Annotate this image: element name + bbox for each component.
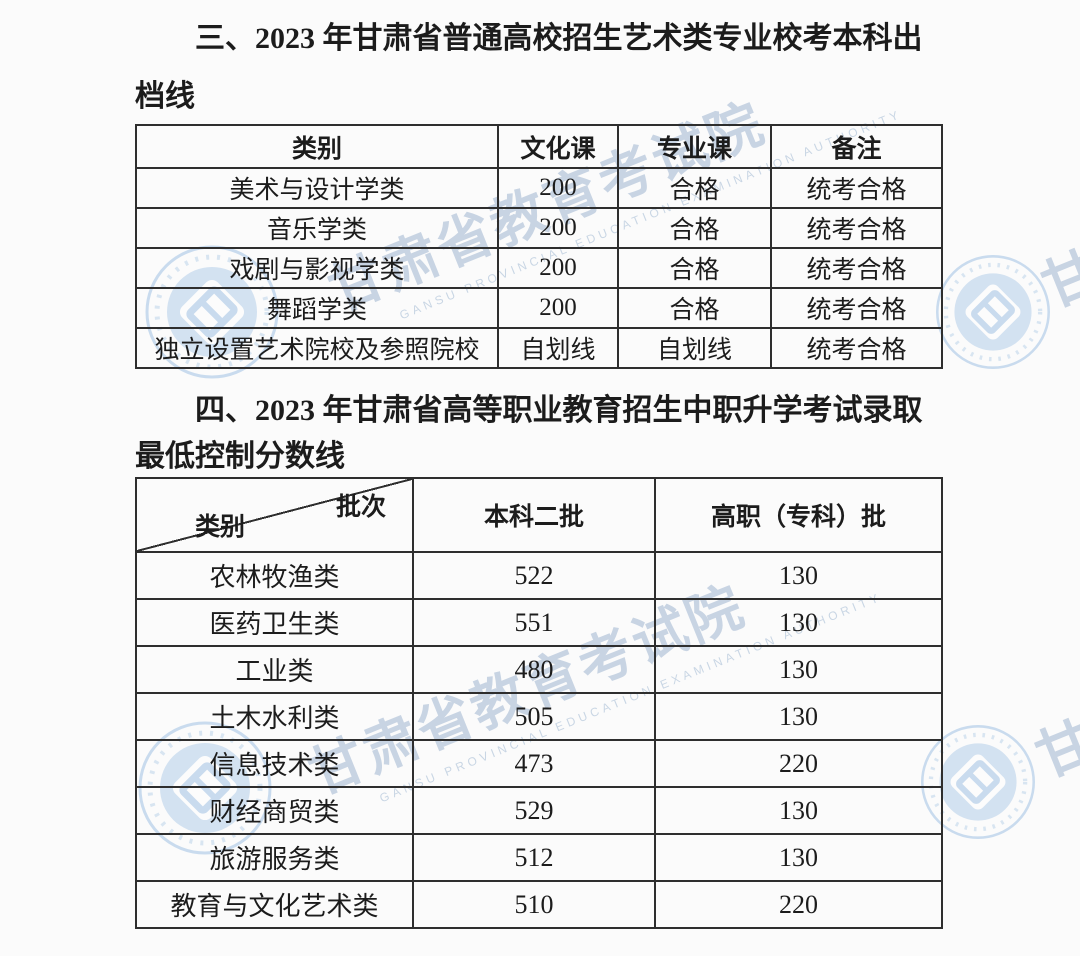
- cell-major: 合格: [617, 167, 772, 209]
- section4-heading-line1: 四、2023 年甘肃省高等职业教育招生中职升学考试录取: [195, 394, 923, 427]
- cell-vocational: 130: [654, 692, 943, 741]
- table-row: 土木水利类 505 130: [135, 692, 943, 741]
- cell-category: 医药卫生类: [135, 598, 414, 647]
- col-header-major: 专业课: [617, 124, 772, 169]
- table-row: 美术与设计学类 200 合格 统考合格: [135, 167, 943, 209]
- cell-culture: 200: [497, 287, 619, 329]
- table-row: 信息技术类 473 220: [135, 739, 943, 788]
- cell-undergrad: 510: [412, 880, 656, 929]
- table-row: 农林牧渔类 522 130: [135, 551, 943, 600]
- cell-undergrad: 522: [412, 551, 656, 600]
- cell-category: 戏剧与影视学类: [135, 247, 499, 289]
- section4-heading-line2: 最低控制分数线: [135, 440, 345, 473]
- table-row: 旅游服务类 512 130: [135, 833, 943, 882]
- col-header-category: 类别: [135, 124, 499, 169]
- cell-vocational: 130: [654, 645, 943, 694]
- table-header-row: 类别 文化课 专业课 备注: [135, 124, 943, 169]
- cell-category: 美术与设计学类: [135, 167, 499, 209]
- cell-category: 音乐学类: [135, 207, 499, 249]
- cell-major: 合格: [617, 247, 772, 289]
- cell-culture: 自划线: [497, 327, 619, 369]
- cell-category: 旅游服务类: [135, 833, 414, 882]
- vocational-minimum-score-table: 批次 类别 本科二批 高职（专科）批 农林牧渔类 522 130 医药卫生类 5…: [135, 477, 943, 929]
- cell-major: 合格: [617, 287, 772, 329]
- cell-remark: 统考合格: [770, 207, 943, 249]
- cell-category: 信息技术类: [135, 739, 414, 788]
- corner-label-category: 类别: [195, 514, 246, 541]
- table-row: 音乐学类 200 合格 统考合格: [135, 207, 943, 249]
- col-header-undergrad-batch2: 本科二批: [412, 477, 656, 553]
- cell-undergrad: 529: [412, 786, 656, 835]
- table-row: 独立设置艺术院校及参照院校 自划线 自划线 统考合格: [135, 327, 943, 369]
- cell-category: 舞蹈学类: [135, 287, 499, 329]
- cell-culture: 200: [497, 167, 619, 209]
- col-header-remark: 备注: [770, 124, 943, 169]
- art-exam-cutoff-table: 类别 文化课 专业课 备注 美术与设计学类 200 合格 统考合格 音乐学类 2…: [135, 124, 943, 369]
- table-row: 工业类 480 130: [135, 645, 943, 694]
- cell-culture: 200: [497, 207, 619, 249]
- cell-undergrad: 473: [412, 739, 656, 788]
- cell-vocational: 130: [654, 833, 943, 882]
- cell-remark: 统考合格: [770, 327, 943, 369]
- corner-label-batch: 批次: [335, 494, 386, 521]
- section3-heading-line1: 三、2023 年甘肃省普通高校招生艺术类专业校考本科出: [195, 22, 923, 55]
- table-row: 医药卫生类 551 130: [135, 598, 943, 647]
- table-header-row: 批次 类别 本科二批 高职（专科）批: [135, 477, 943, 553]
- cell-category: 教育与文化艺术类: [135, 880, 414, 929]
- cell-major: 自划线: [617, 327, 772, 369]
- cell-category: 农林牧渔类: [135, 551, 414, 600]
- cell-remark: 统考合格: [770, 247, 943, 289]
- cell-undergrad: 512: [412, 833, 656, 882]
- table-row: 教育与文化艺术类 510 220: [135, 880, 943, 929]
- cell-undergrad: 480: [412, 645, 656, 694]
- cell-undergrad: 505: [412, 692, 656, 741]
- cell-remark: 统考合格: [770, 287, 943, 329]
- cell-category: 财经商贸类: [135, 786, 414, 835]
- cell-vocational: 220: [654, 739, 943, 788]
- cell-category: 工业类: [135, 645, 414, 694]
- cell-vocational: 130: [654, 786, 943, 835]
- cell-vocational: 130: [654, 551, 943, 600]
- col-header-vocational-batch: 高职（专科）批: [654, 477, 943, 553]
- cell-remark: 统考合格: [770, 167, 943, 209]
- cell-major: 合格: [617, 207, 772, 249]
- cell-vocational: 220: [654, 880, 943, 929]
- section3-heading-line2: 档线: [135, 80, 195, 113]
- cell-category: 独立设置艺术院校及参照院校: [135, 327, 499, 369]
- col-header-culture: 文化课: [497, 124, 619, 169]
- table-row: 戏剧与影视学类 200 合格 统考合格: [135, 247, 943, 289]
- cell-vocational: 130: [654, 598, 943, 647]
- cell-culture: 200: [497, 247, 619, 289]
- diagonal-header-cell: 批次 类别: [135, 477, 414, 553]
- table-row: 财经商贸类 529 130: [135, 786, 943, 835]
- table-row: 舞蹈学类 200 合格 统考合格: [135, 287, 943, 329]
- cell-undergrad: 551: [412, 598, 656, 647]
- cell-category: 土木水利类: [135, 692, 414, 741]
